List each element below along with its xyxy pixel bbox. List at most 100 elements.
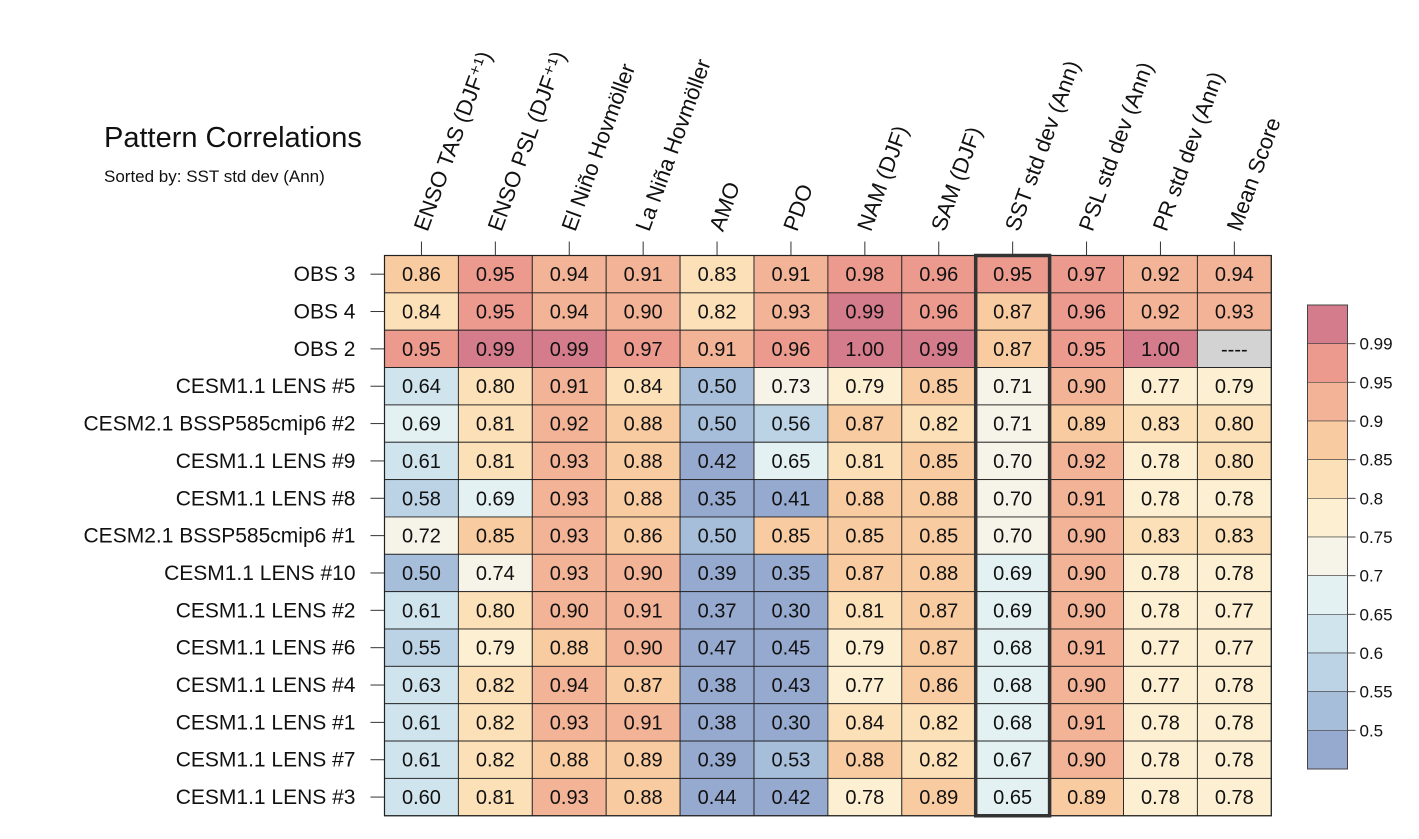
cell-value: 0.86 xyxy=(402,264,441,286)
colorbar-segment xyxy=(1307,382,1348,422)
heatmap-cell xyxy=(457,479,533,518)
heatmap-cell xyxy=(1049,740,1124,779)
row-label: CESM2.1 BSSP585cmip6 #1 xyxy=(84,525,356,548)
cell-value: 0.61 xyxy=(402,451,441,473)
cell-value: 0.87 xyxy=(845,414,884,436)
colorbar-label: 0.8 xyxy=(1360,489,1384,508)
heatmap-cell xyxy=(679,516,755,555)
heatmap-cell xyxy=(975,479,1051,518)
cell-value: 0.99 xyxy=(550,339,589,361)
colorbar-segment xyxy=(1307,420,1348,460)
row-label: OBS 2 xyxy=(294,338,356,361)
cell-value: 0.78 xyxy=(1141,563,1180,585)
heatmap-cell xyxy=(1196,404,1272,443)
cell-value: 0.84 xyxy=(624,376,663,398)
heatmap-cell xyxy=(1049,591,1124,630)
cell-value: 0.92 xyxy=(550,414,589,436)
cell-value: 0.93 xyxy=(550,488,589,510)
cell-value: 0.83 xyxy=(1215,526,1254,548)
cell-value: 0.53 xyxy=(771,750,810,772)
heatmap-cell xyxy=(384,479,459,518)
cell-value: 0.99 xyxy=(476,339,515,361)
cell-value: 0.87 xyxy=(919,638,958,660)
cell-value: 0.93 xyxy=(550,451,589,473)
cell-value: 0.90 xyxy=(1067,750,1106,772)
cell-value: 0.78 xyxy=(1141,451,1180,473)
heatmap-cell xyxy=(975,740,1051,779)
colorbar-segment xyxy=(1307,614,1348,654)
colorbar-segment xyxy=(1307,652,1348,692)
cell-value: 0.95 xyxy=(993,264,1032,286)
heatmap-cell xyxy=(531,329,607,369)
cell-value: 0.83 xyxy=(1141,414,1180,436)
cell-value: 0.93 xyxy=(550,712,589,734)
heatmap-cell xyxy=(384,777,459,817)
cell-value: 0.90 xyxy=(1067,600,1106,622)
heatmap-cell xyxy=(457,255,533,294)
cell-value: 0.88 xyxy=(624,414,663,436)
colorbar-label: 0.9 xyxy=(1360,412,1384,431)
row-label: CESM1.1 LENS #2 xyxy=(176,599,356,622)
cell-value: 0.42 xyxy=(771,787,810,809)
heatmap-cell xyxy=(1123,553,1198,593)
cell-value: 0.88 xyxy=(550,638,589,660)
heatmap-cell xyxy=(679,441,755,481)
cell-value: 0.88 xyxy=(624,488,663,510)
cell-value: 0.74 xyxy=(476,563,515,585)
cell-value: 0.85 xyxy=(919,451,958,473)
heatmap-cell xyxy=(827,292,903,331)
chart-subtitle: Sorted by: SST std dev (Ann) xyxy=(104,167,325,186)
heatmap-cell xyxy=(457,367,533,406)
heatmap-cell xyxy=(679,479,755,518)
cell-value: 1.00 xyxy=(845,339,884,361)
cell-value: 0.77 xyxy=(1141,638,1180,660)
row-label: CESM1.1 LENS #7 xyxy=(176,749,356,772)
heatmap-cell xyxy=(1049,479,1124,518)
heatmap-cell xyxy=(531,367,607,406)
heatmap-cell xyxy=(384,441,459,481)
heatmap-cell xyxy=(1049,516,1124,555)
cell-value: 0.91 xyxy=(1067,712,1106,734)
heatmap-cell xyxy=(827,740,903,779)
cell-value: 0.89 xyxy=(1067,414,1106,436)
heatmap-cell xyxy=(975,292,1051,331)
cell-value: 0.93 xyxy=(771,302,810,324)
row-label: CESM1.1 LENS #5 xyxy=(176,375,356,398)
cell-value: 0.87 xyxy=(993,339,1032,361)
cell-value: 0.78 xyxy=(1215,675,1254,697)
heatmap-cell xyxy=(753,404,829,443)
cell-value: 0.69 xyxy=(476,488,515,510)
cell-value: 0.78 xyxy=(1141,600,1180,622)
heatmap-cell xyxy=(1049,255,1124,294)
cell-value: 0.93 xyxy=(1215,302,1254,324)
cell-value: 0.90 xyxy=(550,600,589,622)
heatmap-cell xyxy=(384,367,459,406)
cell-value: 0.90 xyxy=(1067,526,1106,548)
heatmap-cell xyxy=(384,329,459,369)
heatmap-cell xyxy=(901,665,977,705)
cell-value: 0.91 xyxy=(1067,638,1106,660)
heatmap-cell xyxy=(827,665,903,705)
cell-value: 0.98 xyxy=(845,264,884,286)
cell-value: 0.95 xyxy=(476,264,515,286)
heatmap-cell xyxy=(384,740,459,779)
heatmap-cell xyxy=(679,255,755,294)
cell-value: 0.92 xyxy=(1141,264,1180,286)
heatmap-cell xyxy=(457,441,533,481)
cell-value: 0.69 xyxy=(993,600,1032,622)
heatmap-cell xyxy=(901,591,977,630)
heatmap-cell xyxy=(605,404,681,443)
cell-value: 0.94 xyxy=(550,675,589,697)
cell-value: 0.95 xyxy=(1067,339,1106,361)
heatmap-cell xyxy=(827,628,903,667)
row-label: CESM1.1 LENS #9 xyxy=(176,450,356,473)
cell-value: 0.68 xyxy=(993,712,1032,734)
cell-value: 0.92 xyxy=(1141,302,1180,324)
cell-value: 0.87 xyxy=(624,675,663,697)
cell-value: 0.84 xyxy=(845,712,884,734)
cell-value: 0.80 xyxy=(1215,451,1254,473)
heatmap-cell xyxy=(753,628,829,667)
cell-value: 0.63 xyxy=(402,675,441,697)
cell-value: 0.73 xyxy=(771,376,810,398)
cell-value: 0.86 xyxy=(919,675,958,697)
